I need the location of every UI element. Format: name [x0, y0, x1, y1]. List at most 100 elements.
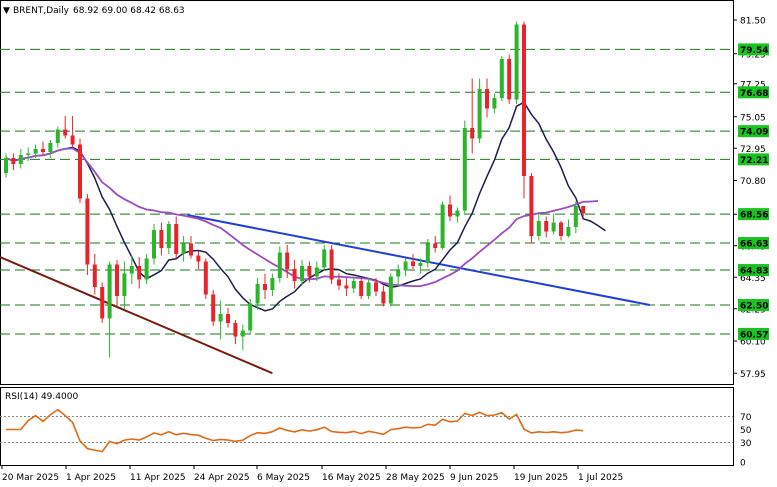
x-tick-label: 20 Mar 2025 [2, 473, 59, 483]
level-badge-label: 62.50 [740, 302, 768, 312]
candle-body [48, 143, 53, 152]
candle-body [292, 269, 297, 281]
candle-body [425, 243, 430, 263]
candle-body [107, 264, 112, 319]
candle-body [85, 198, 90, 265]
candle [374, 278, 378, 296]
candle-body [166, 224, 171, 248]
candle-body [203, 261, 208, 295]
candle-body [322, 249, 327, 268]
x-tick-label: 11 Apr 2025 [130, 473, 186, 483]
candle-body [388, 276, 393, 304]
candle [159, 222, 164, 256]
x-tick-label: 1 Jul 2025 [578, 473, 623, 483]
candle [181, 236, 186, 262]
candle-body [152, 230, 156, 259]
candle-body [270, 278, 275, 290]
candle [425, 239, 430, 268]
level-badge-label: 74.09 [740, 128, 768, 138]
candle [255, 278, 260, 310]
candle [344, 278, 349, 296]
candle-body [26, 153, 31, 155]
candle-body [248, 303, 253, 331]
candle-body [448, 204, 452, 217]
candle-body [55, 129, 60, 143]
candle-body [337, 279, 341, 286]
candle [48, 140, 53, 158]
candle-body [374, 282, 378, 292]
candle [559, 221, 563, 241]
candle-body [462, 128, 467, 211]
candle [529, 173, 534, 244]
candle [388, 273, 393, 307]
candle [240, 324, 245, 350]
candle-body [433, 243, 438, 248]
candle-body [263, 284, 267, 290]
candle [41, 141, 45, 155]
candle [122, 261, 127, 310]
candle [196, 251, 201, 269]
candle [300, 260, 304, 286]
candle-body [359, 281, 364, 296]
candle-body [181, 243, 186, 254]
level-badge [738, 299, 769, 311]
candle [63, 116, 68, 139]
candle [314, 261, 319, 281]
candle [107, 261, 112, 358]
candle-body [122, 273, 127, 296]
rsi-tick-label: 30 [740, 439, 752, 449]
collapse-arrow-icon[interactable]: ▼ [3, 6, 10, 16]
candle-body [499, 59, 504, 98]
candle [440, 201, 445, 250]
candle [448, 195, 452, 221]
candle [418, 258, 423, 274]
candle [307, 261, 312, 283]
candle-body [277, 252, 282, 278]
candle [351, 276, 356, 293]
x-tick-label: 9 Jun 2025 [450, 473, 498, 483]
candle-body [137, 266, 142, 280]
y-tick-label: 75.05 [740, 113, 766, 123]
candle [359, 278, 364, 299]
candle [115, 260, 119, 307]
candle [18, 149, 23, 169]
candle-body [329, 249, 334, 280]
candle [329, 245, 334, 284]
candle [78, 138, 82, 203]
candle [581, 206, 586, 217]
candle-body [174, 224, 179, 254]
candle-body [4, 158, 8, 173]
rsi-tick-label: 70 [740, 413, 752, 423]
candle [55, 126, 60, 148]
candle-body [144, 258, 149, 280]
candle [226, 308, 230, 328]
candle [322, 245, 327, 271]
candle [507, 54, 512, 104]
candle [263, 273, 267, 299]
downtrend-line-lower [0, 256, 273, 375]
candle-body [18, 155, 23, 164]
candle-body [411, 261, 415, 266]
y-tick-label: 77.25 [740, 80, 766, 90]
candle [536, 213, 541, 241]
candle-body [344, 285, 349, 289]
candle-body [233, 323, 238, 337]
candle [522, 21, 526, 199]
y-tick-label: 70.80 [740, 177, 766, 187]
candle [92, 254, 97, 295]
candle-body [285, 252, 290, 269]
candle [499, 56, 504, 101]
candle [211, 290, 216, 326]
candle-body [189, 243, 193, 256]
candle-body [470, 128, 475, 139]
candle [573, 201, 578, 233]
rsi-tick-label: 0 [740, 459, 746, 469]
candle [85, 194, 90, 275]
candle-body [544, 221, 549, 232]
candle-body [255, 284, 260, 304]
candle [218, 300, 223, 340]
candle-body [159, 230, 164, 248]
x-tick-label: 28 May 2025 [386, 473, 445, 483]
